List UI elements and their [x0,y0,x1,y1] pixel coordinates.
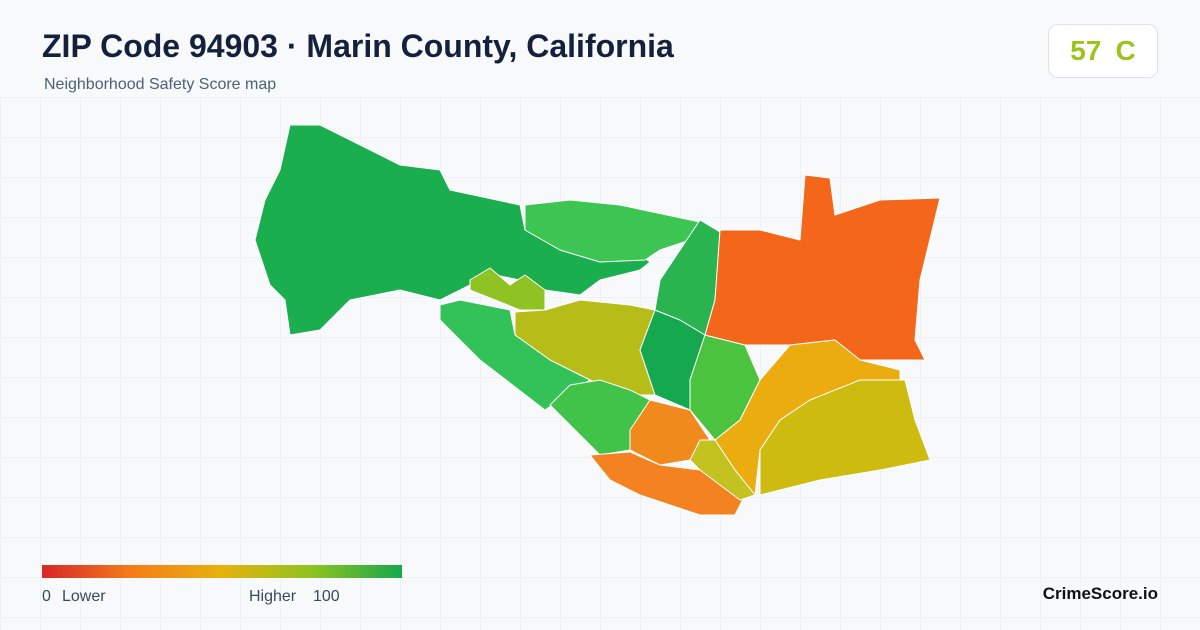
score: 57 [1070,35,1102,66]
score-badge: 57 C [1048,24,1158,78]
legend-gradient [42,565,402,578]
regions [254,124,941,516]
legend-min: 0 [42,588,51,605]
subtitle: Neighborhood Safety Score map [44,76,277,93]
legend-max-label: Higher [249,588,297,605]
legend-max: 100 [313,588,340,605]
grade: C [1115,35,1136,66]
brand: CrimeScore.io [1042,584,1158,603]
title: ZIP Code 94903 · Marin County, Californi… [42,28,674,64]
legend-min-label: Lower [62,588,106,605]
